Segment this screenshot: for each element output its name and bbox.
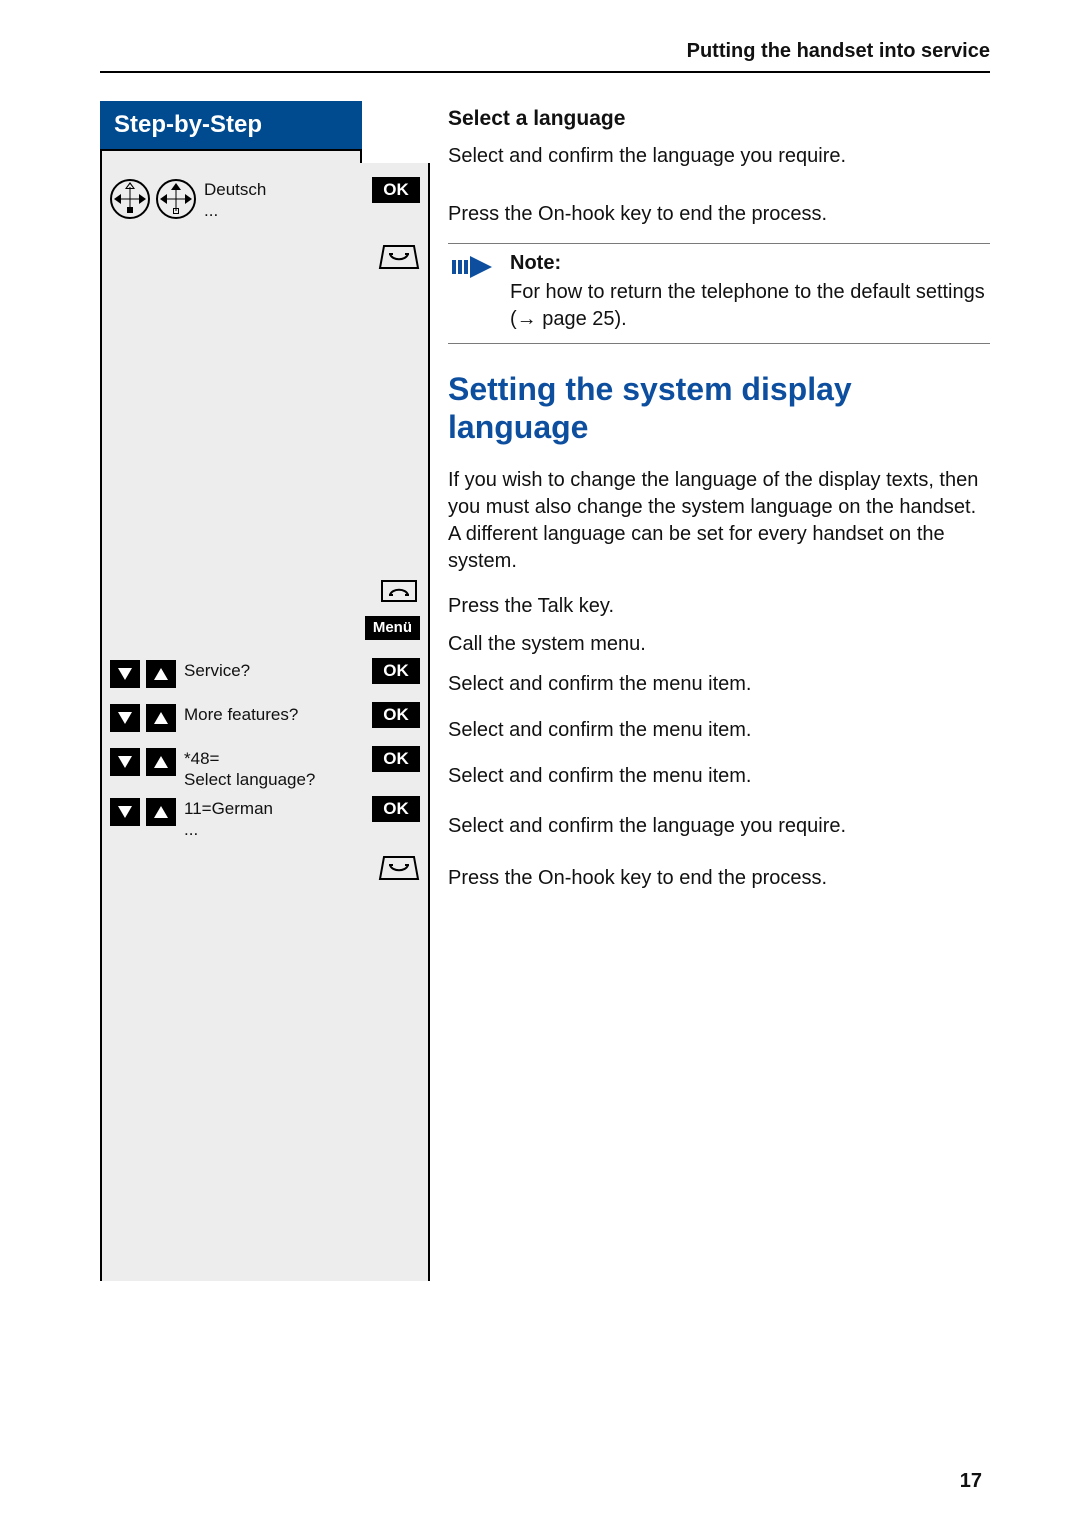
sidebar-row [102,577,428,610]
arrow-down-icon [110,660,140,688]
note-title: Note: [510,252,986,275]
onhook-key-icon [378,244,420,272]
sidebar-row [102,244,428,277]
instruction-text: Press the On-hook key to end the process… [448,865,827,892]
sidebar-row-label: More features? [184,702,364,725]
right-column: Select a language Select and confirm the… [430,101,990,1281]
onhook-key-icon [378,855,420,883]
section-intro: If you wish to change the language of th… [448,467,990,575]
sidebar-row: *48=Select language? OK [102,746,428,791]
sidebar-row-label: 11=German... [184,796,364,841]
note-box: Note: For how to return the telephone to… [448,243,990,344]
left-column: Step-by-Step Deutsch...OKMenüService?OKM… [100,101,430,1281]
note-text: For how to return the telephone to the d… [510,279,986,333]
section-title: Setting the system display language [448,370,990,447]
sidebar: Deutsch...OKMenüService?OKMore features?… [100,163,430,1281]
note-arrow-icon [452,252,496,333]
instruction-text: Select and confirm the language you requ… [448,143,846,170]
sidebar-row: More features? OK [102,702,428,732]
sidebar-row: Menü [102,616,428,646]
sidebar-row-label: *48=Select language? [184,746,364,791]
instruction-text: Call the system menu. [448,631,646,658]
page: Putting the handset into service Step-by… [0,0,1080,1529]
ok-badge: OK [372,658,420,684]
sidebar-row-label [118,244,370,246]
instruction-text: Select and confirm the menu item. [448,763,751,790]
ok-badge: OK [372,177,420,203]
ok-badge: OK [372,796,420,822]
instruction-text: Select and confirm the menu item. [448,717,751,744]
tab-cap [100,149,362,163]
sidebar-row: Deutsch... OK [102,177,428,222]
arrow-down-icon [110,748,140,776]
arrow-up-icon [146,798,176,826]
page-number: 17 [960,1470,982,1493]
instruction-text: Select and confirm the menu item. [448,671,751,698]
arrow-up-icon [146,660,176,688]
talk-key-icon [378,577,420,605]
nav-pad-icon [156,179,196,219]
nav-pad-icon [110,179,150,219]
menu-badge: Menü [365,616,420,640]
sidebar-row-label [118,577,370,579]
ok-badge: OK [372,746,420,772]
step-by-step-tab: Step-by-Step [100,101,362,149]
instruction-text: Press the Talk key. [448,593,614,620]
sidebar-row-label: Service? [184,658,364,681]
arrow-down-icon [110,704,140,732]
sidebar-row [102,855,428,888]
sidebar-row-label [118,855,370,857]
sidebar-row: 11=German... OK [102,796,428,841]
sidebar-row-label [118,616,357,618]
sidebar-row: Service? OK [102,658,428,688]
instruction-text: Press the On-hook key to end the process… [448,201,827,228]
ok-badge: OK [372,702,420,728]
sidebar-row-label: Deutsch... [204,177,364,222]
arrow-down-icon [110,798,140,826]
arrow-up-icon [146,704,176,732]
section-heading: Select a language [448,107,990,131]
arrow-up-icon [146,748,176,776]
running-head: Putting the handset into service [100,40,990,73]
instruction-text: Select and confirm the language you requ… [448,813,846,840]
columns: Step-by-Step Deutsch...OKMenüService?OKM… [100,101,990,1281]
